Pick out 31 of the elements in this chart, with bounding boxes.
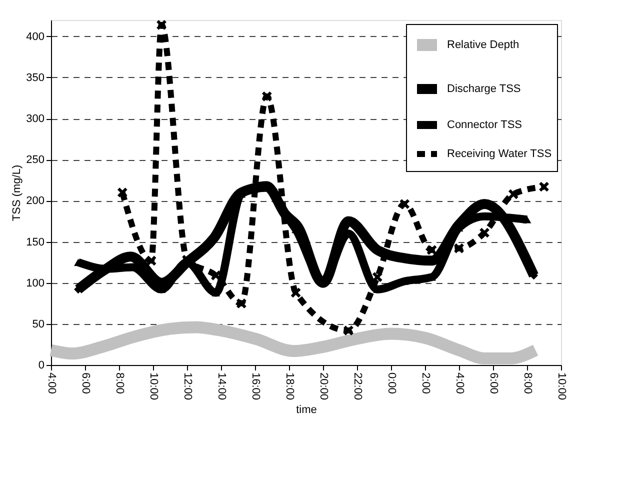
legend-label: Receiving Water TSS xyxy=(447,148,552,160)
x-tick-label: 4:00 xyxy=(46,372,58,394)
x-tick-label: 22:00 xyxy=(352,372,364,400)
x-tick-label: 4:00 xyxy=(454,372,466,394)
y-tick-label: 0 xyxy=(38,360,44,372)
y-tick-label: 100 xyxy=(26,277,44,290)
x-axis-title: time xyxy=(296,404,317,416)
x-tick-label: 8:00 xyxy=(522,372,534,394)
x-tick-label: 6:00 xyxy=(488,372,500,394)
y-tick-label: 400 xyxy=(26,30,44,43)
y-tick-label: 300 xyxy=(26,113,44,126)
y-tick-label: 150 xyxy=(26,236,44,248)
x-tick-label: 14:00 xyxy=(216,372,228,400)
legend-label: Relative Depth xyxy=(447,39,520,51)
x-tick-label: 6:00 xyxy=(80,372,92,394)
y-tick-label: 200 xyxy=(26,195,44,208)
legend-label: Discharge TSS xyxy=(447,83,521,95)
x-tick-label: 16:00 xyxy=(250,372,262,400)
x-tick-label: 8:00 xyxy=(114,372,126,394)
x-tick-label: 18:00 xyxy=(284,372,296,400)
x-tick-label: 0:00 xyxy=(386,372,398,394)
x-tick-label: 2:00 xyxy=(420,372,432,394)
x-tick-label: 10:00 xyxy=(148,372,160,400)
y-tick-label: 250 xyxy=(26,154,44,166)
y-tick-label: 350 xyxy=(26,72,44,84)
x-tick-label: 10:00 xyxy=(556,372,568,400)
y-axis-title: TSS (mg/L) xyxy=(11,164,24,222)
y-tick-label: 50 xyxy=(32,318,44,330)
x-tick-label: 20:00 xyxy=(318,372,330,400)
x-tick-label: 12:00 xyxy=(182,372,194,400)
legend-label: Connector TSS xyxy=(447,119,522,131)
